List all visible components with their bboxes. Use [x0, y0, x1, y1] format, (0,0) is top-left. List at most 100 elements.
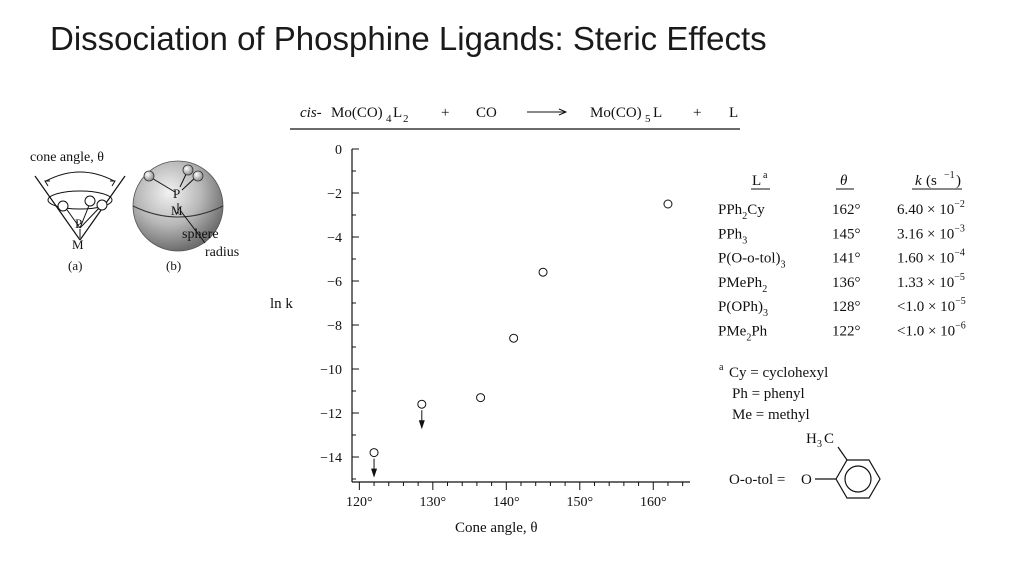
x-ticks: 120° 130° 140° 150° 160° — [346, 482, 684, 510]
substituent-ball — [192, 170, 204, 182]
plus-sign-1: + — [441, 105, 449, 121]
methyl-h: H — [806, 431, 817, 447]
carbon-monoxide: CO — [476, 105, 497, 121]
data-point — [369, 448, 379, 458]
rate-constant-value: 6.40 × 10−2 — [897, 199, 965, 218]
header-theta: θ — [840, 173, 848, 189]
ln-k-vs-cone-angle-chart: 0−2−4−6−8−10−12−14 120° 130° 140° 150° 160° … — [270, 143, 690, 536]
ligand-name: PMePh2 — [718, 275, 767, 295]
reaction-equation: cis- Mo(CO) 4 L 2 + CO Mo(CO) 5 L + L — [290, 105, 740, 130]
y-ticks: 0 −2 −4 −6 −8 −10 −12 −14 — [320, 143, 359, 480]
reactant-ligand: L — [393, 105, 402, 121]
rate-constant-value: 1.33 × 10−5 — [897, 272, 965, 291]
radius-label: radius — [205, 245, 239, 260]
y-tick-label: −10 — [320, 363, 342, 378]
table-row: PPh2Cy 162° 6.40 × 10−2 — [718, 199, 965, 222]
oxygen-label: O — [801, 472, 812, 488]
x-tick-label: 160° — [640, 495, 667, 510]
ligand-name: PMe2Ph — [718, 324, 768, 344]
footnote-cy: Cy = cyclohexyl — [729, 365, 828, 381]
slide-title: Dissociation of Phosphine Ligands: Steri… — [50, 20, 767, 57]
product-subscript-5: 5 — [645, 113, 651, 125]
x-tick-label: 130° — [420, 495, 447, 510]
radius-line — [179, 209, 206, 244]
cone-angle-arc — [45, 171, 115, 182]
metal-label-b: M — [171, 203, 183, 218]
x-tick-label: 120° — [346, 495, 373, 510]
ligand-name: PPh3 — [718, 226, 747, 246]
plus-sign-2: + — [693, 105, 701, 121]
metal-label-a: M — [72, 237, 84, 252]
cone-angle-value: 128° — [832, 299, 861, 315]
data-point — [509, 333, 519, 343]
ligand-name: P(OPh)3 — [718, 299, 768, 319]
substituent-circle — [84, 195, 96, 207]
rate-constant-table: L a θ k (s −1 ) PPh2Cy 162° 6.40 × 10−2PPh… — [718, 170, 966, 344]
footnotes: a Cy = cyclohexyl Ph = phenyl Me = methy… — [719, 362, 881, 499]
data-points — [369, 199, 673, 478]
x-axis-label: Cone angle, θ — [455, 520, 538, 536]
cone-angle-value: 122° — [832, 324, 861, 340]
reaction-arrowhead — [558, 108, 568, 116]
ligand-name: PPh2Cy — [718, 202, 765, 222]
table-rows: PPh2Cy 162° 6.40 × 10−2 PPh3 145° 3.16 × 10−3… — [718, 199, 966, 344]
substituent-ball — [182, 164, 194, 176]
y-tick-label: −12 — [320, 407, 342, 422]
footnote-marker: a — [719, 362, 724, 373]
o-tolyl-ring-structure — [815, 446, 881, 499]
header-ligand-sup: a — [763, 170, 768, 181]
y-tick-label: −4 — [327, 231, 342, 246]
table-row: P(OPh)3 128° <1.0 × 10−5 — [718, 296, 966, 319]
ligand-name: P(O-o-tol)3 — [718, 251, 786, 271]
reactant-subscript-4: 4 — [386, 113, 392, 125]
cone-angle-value: 136° — [832, 275, 861, 291]
phosphorus-label-a: P — [75, 216, 82, 231]
header-ligand: L — [752, 173, 761, 189]
data-point — [663, 199, 673, 209]
data-point — [538, 267, 548, 277]
cone-angle-value: 141° — [832, 251, 861, 267]
rate-constant-value: 1.60 × 10−4 — [897, 248, 965, 267]
substituent-circle — [96, 199, 108, 211]
caption-a: (a) — [68, 258, 82, 273]
data-point — [417, 399, 427, 409]
upper-limit-arrowhead — [371, 468, 378, 478]
reactant-formula: Mo(CO) — [331, 105, 383, 121]
reactant-subscript-2: 2 — [403, 113, 409, 125]
y-tick-label: −8 — [327, 319, 342, 334]
cone-arc-arrow-right — [110, 180, 116, 187]
sphere-label: sphere — [182, 227, 219, 242]
cone-arc-arrow-left — [44, 180, 50, 187]
rate-constant-value: 3.16 × 10−3 — [897, 223, 965, 242]
substituent-ball — [143, 170, 155, 182]
header-k-unit-exp: −1 — [944, 170, 955, 181]
y-axis-label: ln k — [270, 296, 293, 312]
header-k-close: ) — [956, 173, 961, 189]
caption-b: (b) — [166, 258, 181, 273]
substituent-circle — [57, 200, 69, 212]
o-tol-label: O-o-tol = — [729, 472, 785, 488]
reaction-prefix: cis- — [300, 105, 322, 121]
phosphorus-label-b: P — [173, 186, 180, 201]
cone-angle-value: 145° — [832, 226, 861, 242]
y-tick-label: 0 — [335, 143, 342, 158]
methyl-c: C — [824, 431, 834, 447]
cone-edge-left — [34, 175, 81, 241]
free-ligand: L — [729, 105, 738, 121]
y-tick-label: −2 — [327, 187, 342, 202]
x-tick-label: 150° — [566, 495, 593, 510]
footnote-me: Me = methyl — [732, 407, 810, 423]
y-tick-label: −14 — [320, 451, 342, 466]
rate-constant-value: <1.0 × 10−6 — [897, 321, 966, 340]
cone-angle-diagram-a: cone angle, θ P M (a) — [30, 150, 126, 273]
table-row: PPh3 145° 3.16 × 10−3 — [718, 223, 965, 246]
rate-constant-value: <1.0 × 10−5 — [897, 296, 966, 315]
header-k-unit: (s — [926, 173, 937, 189]
upper-limit-arrowhead — [418, 420, 425, 430]
cone-rim-ellipse — [47, 190, 113, 210]
table-row: PMe2Ph 122° <1.0 × 10−6 — [718, 321, 966, 344]
cone-angle-label: cone angle, θ — [30, 150, 104, 165]
cone-angle-diagram-b: P M sphere radius (b) — [132, 160, 239, 273]
x-tick-label: 140° — [493, 495, 520, 510]
